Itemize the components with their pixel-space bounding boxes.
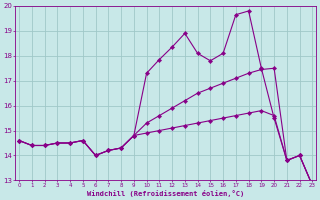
X-axis label: Windchill (Refroidissement éolien,°C): Windchill (Refroidissement éolien,°C) [87,190,244,197]
